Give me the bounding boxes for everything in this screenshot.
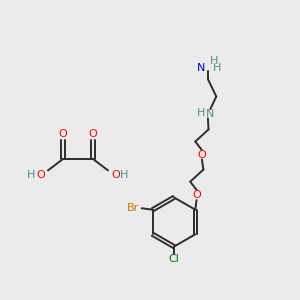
Text: O: O <box>88 129 98 140</box>
Text: O: O <box>36 169 45 180</box>
Text: O: O <box>192 190 201 200</box>
Text: O: O <box>58 129 68 140</box>
Text: H: H <box>213 63 222 73</box>
Text: H: H <box>27 169 36 180</box>
Text: H: H <box>210 56 218 66</box>
Text: H: H <box>120 169 129 180</box>
Text: N: N <box>196 63 205 73</box>
Text: O: O <box>111 169 120 180</box>
Text: Br: Br <box>127 203 139 213</box>
Text: O: O <box>197 150 206 160</box>
Text: N: N <box>206 109 214 119</box>
Text: Cl: Cl <box>169 254 179 264</box>
Text: H: H <box>197 108 206 118</box>
